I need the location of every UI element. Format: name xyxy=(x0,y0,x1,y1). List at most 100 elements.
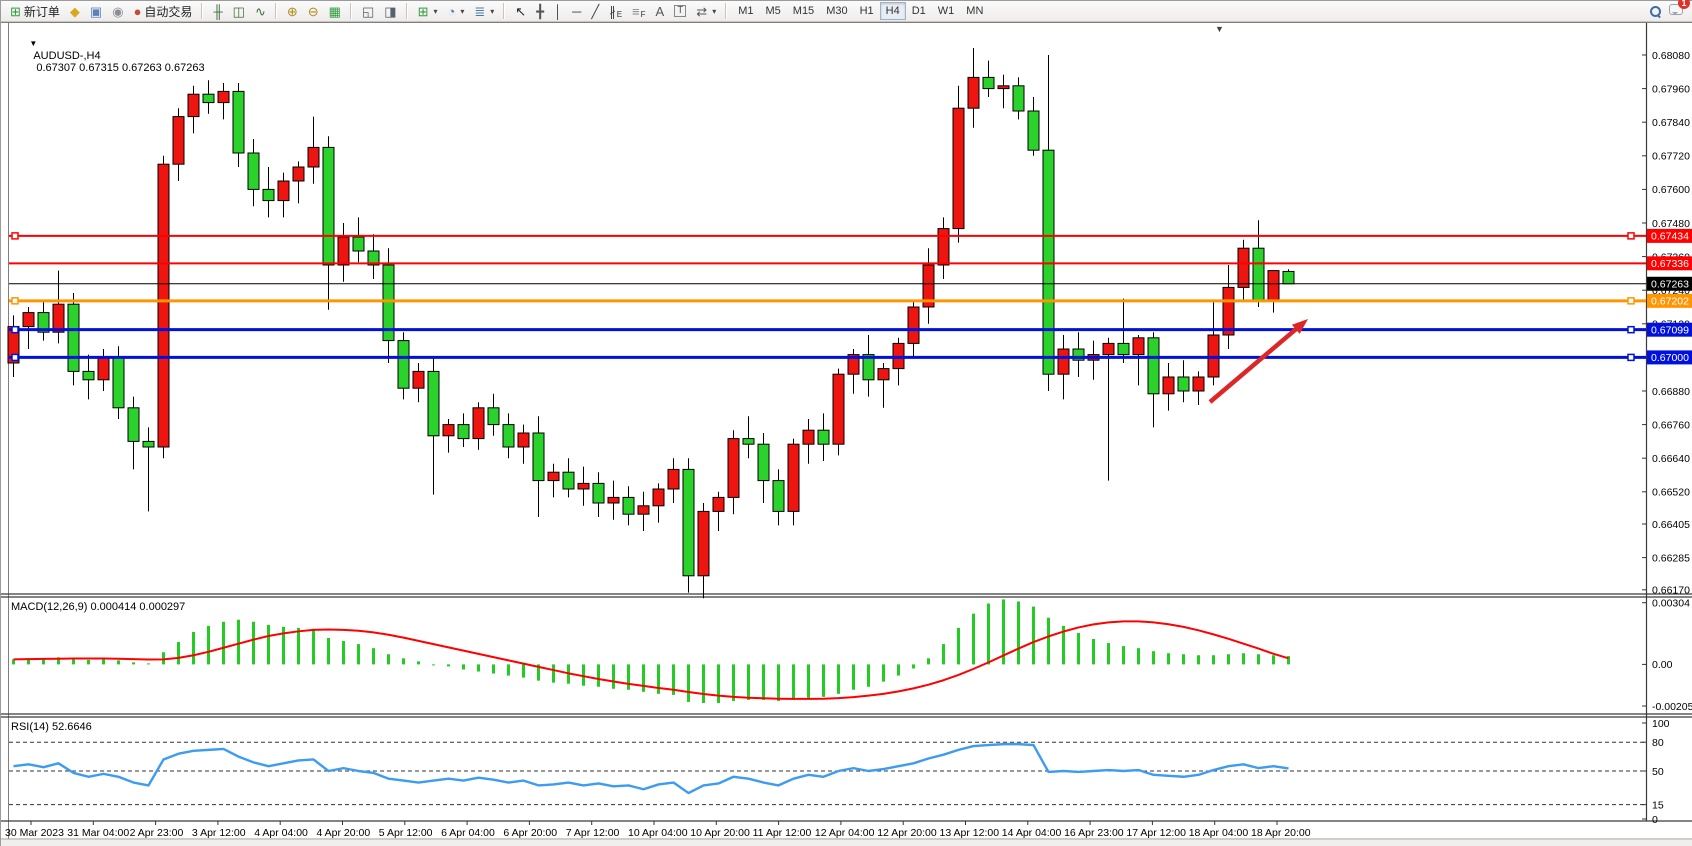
candle-body-bull xyxy=(277,180,290,202)
macd-histogram-bar xyxy=(432,664,435,666)
toolbar-separator xyxy=(348,3,354,19)
macd-histogram-bar xyxy=(87,659,90,665)
macd-histogram-bar xyxy=(552,664,555,683)
macd-histogram-bar xyxy=(597,664,600,687)
candle-body-bull xyxy=(937,228,950,266)
crosshair-tool-button[interactable]: ╋ xyxy=(531,2,549,21)
signal-button[interactable]: ◉ xyxy=(107,2,128,21)
chevron-down-icon[interactable]: ▾ xyxy=(460,6,465,16)
line-chart-button[interactable]: ∿ xyxy=(250,2,271,21)
period-button[interactable]: ◔ ▾ xyxy=(442,2,469,21)
horizontal-lines[interactable] xyxy=(9,232,1646,362)
collapse-icon[interactable]: ▼ xyxy=(29,39,38,48)
vline-icon: │ xyxy=(554,3,563,19)
auto-arrange-button[interactable]: ◱ xyxy=(357,2,379,21)
macd-histogram-bar xyxy=(177,642,180,665)
macd-histogram-bar xyxy=(447,664,450,667)
price-tag-resistance-1 xyxy=(1647,228,1692,243)
price-axis-label: 0.66520 xyxy=(1652,487,1690,499)
chevron-down-icon[interactable]: ▾ xyxy=(712,6,717,16)
line-handle[interactable] xyxy=(11,232,19,240)
trendline-tool-button[interactable]: ╱ xyxy=(586,2,604,21)
fibonacci-icon: ≡ xyxy=(632,3,640,19)
candle-body-bull xyxy=(712,496,725,512)
macd-histogram-bar xyxy=(267,624,270,665)
timeframe-mn[interactable]: MN xyxy=(966,5,984,17)
candle-body-bull xyxy=(727,438,740,498)
new-order-button[interactable]: ⊞ 新订单 xyxy=(5,2,65,21)
macd-histogram-bar xyxy=(822,664,825,697)
fix-chart-button[interactable]: ◨ xyxy=(379,2,401,21)
line-handle[interactable] xyxy=(11,353,19,362)
macd-panel[interactable] xyxy=(12,599,1290,703)
line-handle[interactable] xyxy=(1627,232,1635,240)
line-handle[interactable] xyxy=(1627,325,1635,334)
candle-body-bear xyxy=(1042,149,1055,375)
channel-tool-button[interactable]: ∦ E xyxy=(604,2,627,21)
text-tool-button[interactable]: A xyxy=(651,2,670,21)
macd-histogram-bar xyxy=(972,613,975,665)
line-handle[interactable] xyxy=(1627,353,1635,362)
chart-canvas[interactable]: ▼ 0.68080 0.67960 0.67840 0.67720 0.67600 0.67… xyxy=(1,22,1692,846)
timeframe-d1[interactable]: D1 xyxy=(911,5,926,17)
bar-chart-button[interactable]: ╫ xyxy=(208,2,227,21)
chevron-down-icon[interactable]: ▾ xyxy=(490,6,495,16)
line-handle[interactable] xyxy=(1627,297,1635,305)
time-axis-label: 30 Mar 2023 xyxy=(5,827,64,839)
candle-body-bear xyxy=(382,264,395,342)
candle-body-bull xyxy=(697,510,710,577)
rsi-panel[interactable] xyxy=(9,741,1646,806)
timeframe-m1[interactable]: M1 xyxy=(738,5,754,17)
candle-body-bull xyxy=(157,163,170,448)
line-handle[interactable] xyxy=(11,297,19,305)
price-tag-text: 0.67263 xyxy=(1651,279,1689,291)
candle-body-bear xyxy=(352,236,365,252)
candle-body-bull xyxy=(637,505,650,515)
time-axis-label: 31 Mar 04:00 xyxy=(67,827,129,839)
auto-arrange-icon: ◱ xyxy=(361,3,375,19)
chevron-down-icon[interactable]: ▾ xyxy=(433,6,438,16)
timeframe-m15[interactable]: M15 xyxy=(792,5,815,17)
timeframe-h4[interactable]: H4 xyxy=(879,2,906,20)
timeframe-h1[interactable]: H1 xyxy=(859,5,874,17)
timeframe-m5[interactable]: M5 xyxy=(765,5,781,17)
macd-histogram-bar xyxy=(327,638,330,665)
price-axis-label: 0.66760 xyxy=(1652,419,1690,431)
candles[interactable] xyxy=(7,48,1295,599)
candle-body-bear xyxy=(1012,85,1025,112)
tile-windows-button[interactable]: ▦ xyxy=(324,2,346,21)
notifications-button[interactable]: 1 xyxy=(1669,0,1690,20)
label-tool-button[interactable]: T xyxy=(669,2,691,21)
macd-histogram-bar xyxy=(1107,643,1110,665)
terminal-button[interactable]: ▣ xyxy=(85,2,107,21)
candle-body-bull xyxy=(847,354,860,375)
fibonacci-tool-button[interactable]: ≡ F xyxy=(627,2,650,21)
trend-arrow-annotation[interactable] xyxy=(1208,319,1308,404)
autotrade-button[interactable]: ● 自动交易 xyxy=(129,2,198,21)
candle-body-bear xyxy=(127,407,140,442)
candlestick-button[interactable]: ◫ xyxy=(228,2,250,21)
zoom-out-button[interactable]: ⊖ xyxy=(303,2,324,21)
vline-tool-button[interactable]: │ xyxy=(549,2,567,21)
timeframe-m30[interactable]: M30 xyxy=(826,5,848,17)
search-icon[interactable] xyxy=(1650,5,1661,17)
arrows-tool-button[interactable]: ⇄ ▾ xyxy=(691,2,721,21)
macd-histogram-bar xyxy=(702,664,705,703)
template-button[interactable]: ≣ ▾ xyxy=(469,2,499,21)
add-indicator-icon: ⊞ xyxy=(417,3,429,19)
chart-panel[interactable]: ▼ 0.68080 0.67960 0.67840 0.67720 0.67600 0.67… xyxy=(1,22,1692,846)
seal-button[interactable]: ◆ xyxy=(65,2,85,21)
cursor-tool-button[interactable]: ↖ xyxy=(510,2,531,21)
candle-body-bear xyxy=(487,407,500,426)
hline-tool-button[interactable]: ─ xyxy=(567,2,586,21)
add-indicator-button[interactable]: ⊞ ▾ xyxy=(413,2,443,21)
time-axis[interactable]: 30 Mar 2023 31 Mar 04:00 2 Apr 23:00 3 Apr … xyxy=(5,821,1311,839)
candle-body-bull xyxy=(667,468,680,490)
candle-body-bull xyxy=(607,496,620,504)
time-axis-label: 4 Apr 04:00 xyxy=(254,827,308,839)
zoom-in-button[interactable]: ⊕ xyxy=(282,2,303,21)
macd-histogram-bar xyxy=(957,627,960,665)
candle-body-bear xyxy=(1027,110,1040,151)
timeframe-w1[interactable]: W1 xyxy=(937,5,955,17)
line-handle[interactable] xyxy=(11,325,19,334)
